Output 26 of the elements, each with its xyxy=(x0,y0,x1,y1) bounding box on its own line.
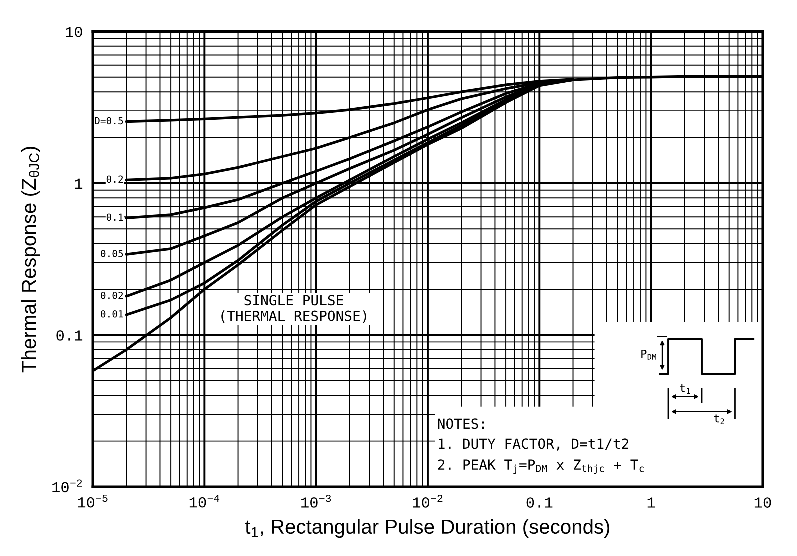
annotation: P$_{DM}$ xyxy=(642,350,656,360)
y-tick-label: 0.1 xyxy=(56,330,83,341)
series-label: 0.2 xyxy=(106,176,124,184)
y-axis-title: Thermal Response (Z$_{θJC}$) xyxy=(21,147,40,373)
x-tick-label: 10$^{−3}$ xyxy=(302,494,332,508)
annotation: t$_{2}$ xyxy=(714,414,724,424)
annotation: NOTES: xyxy=(438,418,484,430)
x-tick-label: 10$^{−2}$ xyxy=(413,494,443,508)
x-tick-label: 0.1 xyxy=(526,498,553,508)
x-tick-label: 10 xyxy=(754,498,772,508)
x-tick-label: 10$^{−5}$ xyxy=(78,494,108,508)
series-label: 0.01 xyxy=(101,310,124,318)
x-tick-label: 1 xyxy=(648,498,656,508)
annotation: 2. PEAK T$_{j}$=P$_{DM}$ x Z$_{thjc}$ + T$_{c}$ xyxy=(438,460,644,474)
x-axis-title: t$_{1}$, Rectangular Pulse Duration (seconds) xyxy=(245,519,610,538)
annotation: t$_{1}$ xyxy=(680,384,690,394)
y-tick-label: 10$^{−2}$ xyxy=(52,480,82,493)
x-tick-label: 10$^{−4}$ xyxy=(190,494,220,508)
y-tick-label: 1 xyxy=(75,178,83,189)
series-label: D=0.5 xyxy=(95,117,124,125)
y-tick-label: 10 xyxy=(66,27,82,38)
series-label: SINGLE PULSE (THERMAL RESPONSE) xyxy=(222,295,366,323)
annotation: 1. DUTY FACTOR, D=t1/t2 xyxy=(439,438,629,451)
series-label: 0.1 xyxy=(106,214,124,222)
series-label: 0.02 xyxy=(101,292,124,300)
series-label: 0.05 xyxy=(101,250,124,258)
